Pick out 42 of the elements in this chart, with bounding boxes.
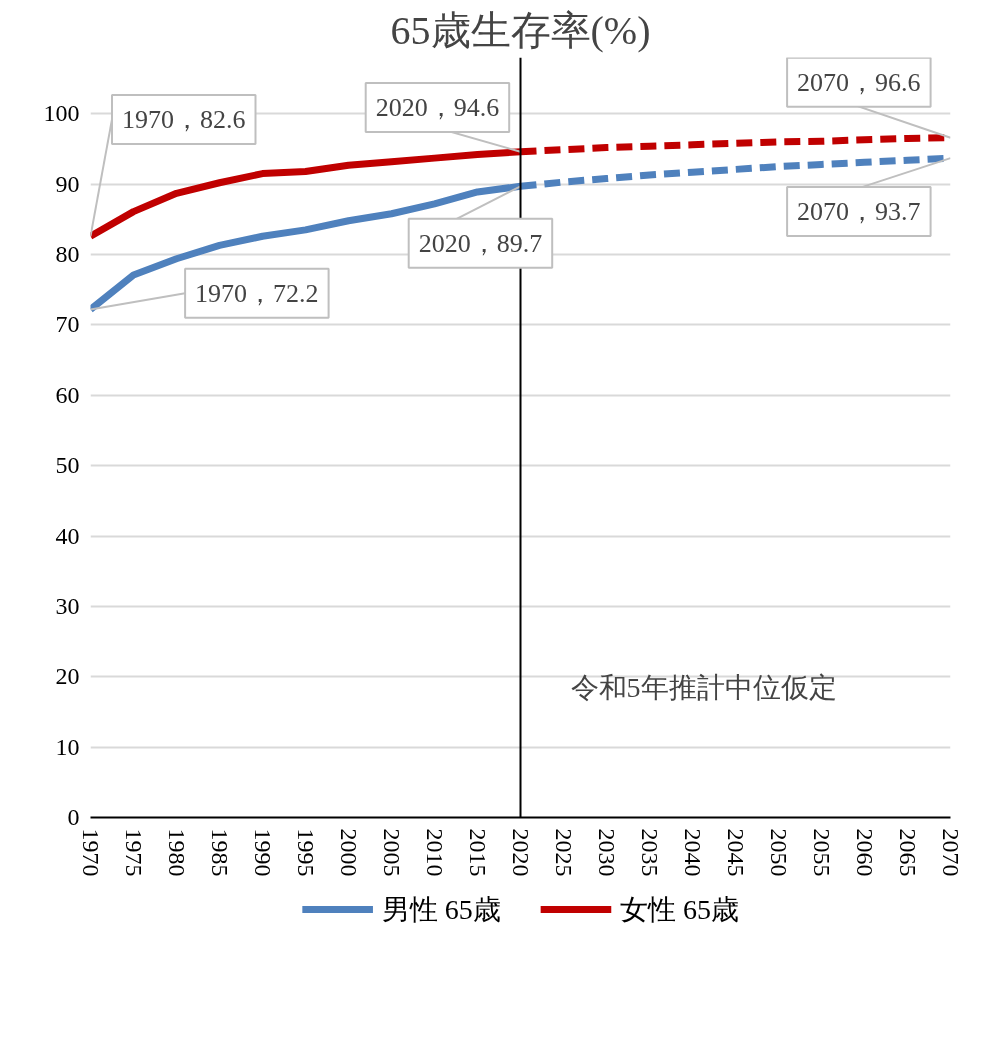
y-tick-label: 70 xyxy=(55,311,80,338)
y-tick-label: 100 xyxy=(43,100,80,127)
x-tick-label: 2030 xyxy=(594,828,620,877)
x-tick-label: 2040 xyxy=(680,828,706,877)
annotation: 1970，82.6 xyxy=(122,104,246,134)
x-tick-label: 2005 xyxy=(379,828,405,877)
y-tick-label: 20 xyxy=(55,663,80,690)
x-tick-label: 1990 xyxy=(250,828,276,877)
y-tick-label: 90 xyxy=(55,170,80,197)
x-tick-label: 2065 xyxy=(895,828,921,877)
x-tick-label: 2070 xyxy=(938,828,964,877)
y-tick-label: 30 xyxy=(55,592,80,619)
x-tick-label: 2055 xyxy=(809,828,835,877)
x-tick-label: 2060 xyxy=(852,828,878,877)
annotation: 令和5年推計中位仮定 xyxy=(570,671,837,703)
x-tick-label: 2010 xyxy=(422,828,448,877)
y-tick-label: 50 xyxy=(55,452,80,479)
x-tick-label: 2015 xyxy=(465,828,491,877)
legend-label: 女性 65歳 xyxy=(620,894,740,925)
y-tick-label: 0 xyxy=(67,804,80,830)
legend-label: 男性 65歳 xyxy=(381,894,501,925)
annotation: 2070，93.7 xyxy=(797,197,921,227)
x-tick-label: 1970 xyxy=(78,828,104,877)
chart-title: 65歳生存率(%) xyxy=(390,7,651,53)
x-tick-label: 2025 xyxy=(551,828,577,877)
y-tick-label: 10 xyxy=(55,733,80,760)
x-tick-label: 1985 xyxy=(207,828,233,877)
x-tick-label: 1980 xyxy=(164,828,190,877)
y-tick-label: 80 xyxy=(55,241,80,268)
y-tick-label: 40 xyxy=(55,522,80,549)
x-tick-label: 1975 xyxy=(121,828,147,877)
x-tick-label: 1995 xyxy=(293,828,319,877)
annotation: 2020，94.6 xyxy=(375,92,500,122)
x-tick-label: 2035 xyxy=(637,828,663,877)
x-tick-label: 2000 xyxy=(336,828,362,877)
x-tick-label: 2045 xyxy=(723,828,749,877)
x-tick-label: 2020 xyxy=(508,828,534,877)
annotation: 2070，96.6 xyxy=(797,67,921,97)
annotation: 1970，72.2 xyxy=(195,278,319,308)
x-tick-label: 2050 xyxy=(766,828,792,877)
y-tick-label: 60 xyxy=(55,381,80,408)
annotation: 2020，89.7 xyxy=(418,228,543,258)
